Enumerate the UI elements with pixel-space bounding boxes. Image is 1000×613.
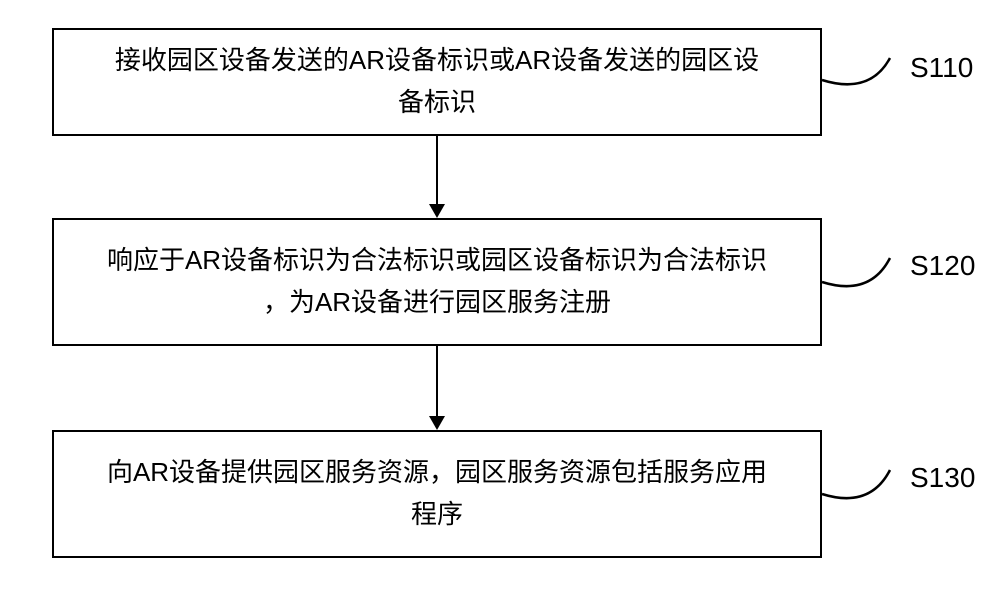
flow-node-text: 接收园区设备发送的AR设备标识或AR设备发送的园区设备标识	[115, 40, 759, 123]
flow-node-text: 响应于AR设备标识为合法标识或园区设备标识为合法标识，为AR设备进行园区服务注册	[107, 240, 767, 323]
step-label-s120: S120	[910, 250, 975, 282]
step-label-s130: S130	[910, 462, 975, 494]
step-label-s110: S110	[910, 52, 973, 84]
flowchart-canvas: 接收园区设备发送的AR设备标识或AR设备发送的园区设备标识 S110 响应于AR…	[0, 0, 1000, 613]
flow-node-s130: 向AR设备提供园区服务资源，园区服务资源包括服务应用程序	[52, 430, 822, 558]
flow-node-text: 向AR设备提供园区服务资源，园区服务资源包括服务应用程序	[107, 452, 767, 535]
flow-node-s120: 响应于AR设备标识为合法标识或园区设备标识为合法标识，为AR设备进行园区服务注册	[52, 218, 822, 346]
flow-node-s110: 接收园区设备发送的AR设备标识或AR设备发送的园区设备标识	[52, 28, 822, 136]
